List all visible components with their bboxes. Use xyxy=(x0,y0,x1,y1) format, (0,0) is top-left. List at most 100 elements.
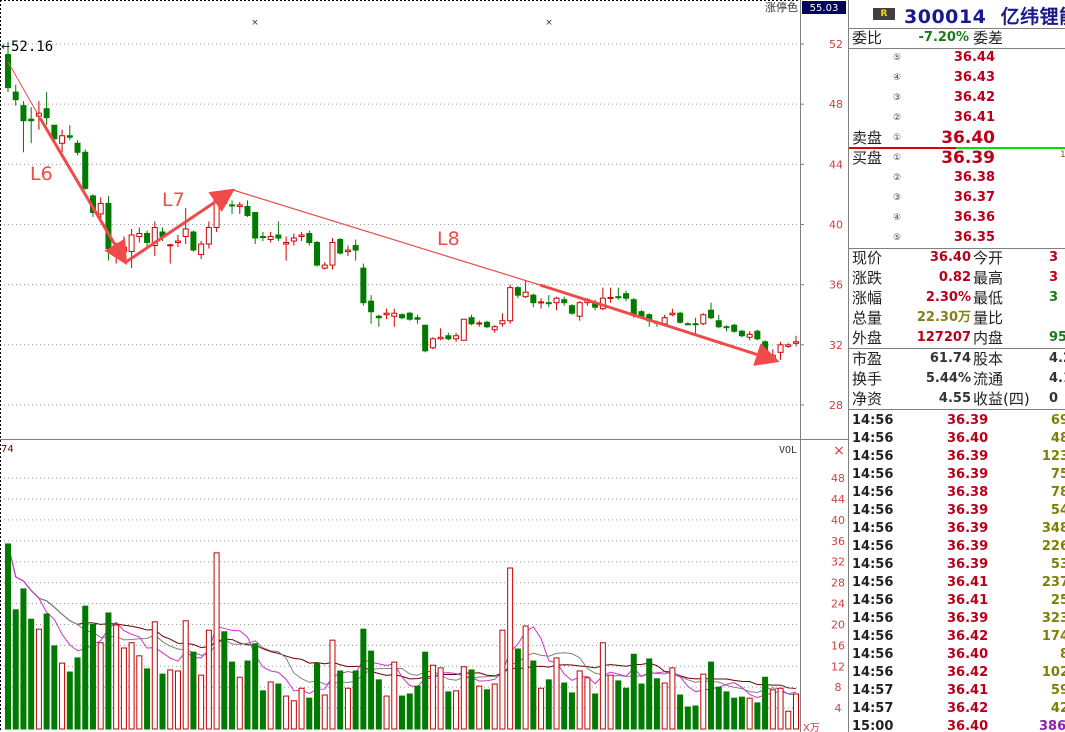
buy-level-row[interactable]: ⑤ 36.35 xyxy=(849,228,1065,248)
volume-bar xyxy=(522,625,529,730)
trade-volume: 53 xyxy=(1050,557,1065,572)
candle xyxy=(715,314,722,329)
trendline-l6-thin[interactable] xyxy=(7,61,41,119)
candle xyxy=(298,232,305,242)
margin-badge: R xyxy=(873,8,895,20)
volume-bar xyxy=(684,706,691,730)
level-icon: ③ xyxy=(893,193,902,203)
trendline-l8-thin[interactable] xyxy=(232,189,541,286)
candle-body xyxy=(445,335,452,340)
sell-level-row[interactable]: ⑤ 36.44 xyxy=(849,48,1065,68)
volume-bar xyxy=(236,676,243,730)
quote-value-2: 3 xyxy=(1049,290,1059,305)
volume-bar xyxy=(437,667,444,730)
volume-bar xyxy=(360,628,367,730)
trade-price: 36.39 xyxy=(947,467,989,482)
sell-level-row[interactable]: ④ 36.43 xyxy=(849,68,1065,88)
trade-volume: 348 xyxy=(1041,521,1065,536)
candle-body xyxy=(59,135,66,144)
trade-volume: 69 xyxy=(1050,413,1065,428)
trade-time: 14:56 xyxy=(852,521,894,536)
candle xyxy=(491,325,498,333)
volume-bar xyxy=(785,710,792,730)
level-icon: ① xyxy=(893,153,902,163)
volume-bar xyxy=(483,689,490,730)
quote-label: 现价 xyxy=(852,249,883,267)
sell-level-row[interactable]: ③ 36.42 xyxy=(849,88,1065,108)
volume-bar xyxy=(174,670,181,730)
candle-body xyxy=(522,291,529,298)
candle-body xyxy=(314,242,321,266)
candle xyxy=(553,296,560,311)
volume-bar xyxy=(406,693,413,730)
volume-bar xyxy=(723,691,730,730)
stock-title: 300014 亿纬锂能 xyxy=(904,2,1065,29)
candle xyxy=(144,230,151,248)
sell-level-row[interactable]: 卖盘 ① 36.40 xyxy=(849,128,1065,148)
candle xyxy=(259,232,266,242)
volume-bar xyxy=(468,669,475,730)
candle xyxy=(174,235,181,248)
trade-time: 14:56 xyxy=(852,413,894,428)
candle xyxy=(314,241,321,267)
trade-price: 36.38 xyxy=(947,485,989,500)
candle-body xyxy=(677,312,684,323)
trade-time: 14:56 xyxy=(852,449,894,464)
trendline-l7[interactable] xyxy=(125,188,235,264)
high-marker: 52.16 xyxy=(11,39,53,55)
candle-body xyxy=(182,228,189,238)
close-indicator-icon[interactable]: × xyxy=(833,443,845,459)
buy-level-row[interactable]: 买盘 ① 36.39 xyxy=(849,148,1065,168)
quote-row: 总量 22.30万 量比 xyxy=(849,308,1065,328)
buy-level-row[interactable]: ② 36.38 xyxy=(849,168,1065,188)
candle-body xyxy=(708,309,715,319)
volume-bar xyxy=(746,697,753,730)
trendline-l8[interactable] xyxy=(539,283,780,366)
quote-label-2: 最低 xyxy=(973,289,1004,307)
candle xyxy=(213,191,220,232)
trade-row: 14:56 36.39 69 xyxy=(849,412,1065,430)
trendline-l6[interactable] xyxy=(38,117,128,266)
candle xyxy=(460,318,467,341)
limit-up-value: 55.03 xyxy=(810,3,839,14)
candle-body xyxy=(453,335,460,340)
volume-bar xyxy=(692,705,699,730)
candle-body xyxy=(144,233,151,244)
volume-bar xyxy=(653,678,660,730)
candle-body xyxy=(82,151,89,189)
stock-header: R 300014 亿纬锂能 xyxy=(849,0,1065,28)
quote-label: 市盈 xyxy=(852,350,883,368)
candle xyxy=(190,230,197,252)
candle xyxy=(406,311,413,321)
quote-label-2: 最高 xyxy=(973,269,1004,287)
volume-label: VOL xyxy=(779,445,797,456)
candle-body xyxy=(553,297,560,304)
trade-volume: 174 xyxy=(1041,629,1065,644)
volume-bar xyxy=(213,552,220,730)
candle-body xyxy=(344,249,351,253)
candle-body xyxy=(460,318,467,341)
candle xyxy=(128,228,135,269)
candle-body xyxy=(476,322,483,325)
candle-body xyxy=(28,118,35,122)
candle xyxy=(59,129,66,153)
buy-level-row[interactable]: ③ 36.37 xyxy=(849,188,1065,208)
sell-price: 36.44 xyxy=(953,50,995,65)
candle xyxy=(290,233,297,246)
sell-level-row[interactable]: ② 36.41 xyxy=(849,108,1065,128)
candle-body xyxy=(51,124,58,140)
volume-bar xyxy=(429,664,436,730)
volume-bar xyxy=(561,682,568,730)
buy-level-row[interactable]: ④ 36.36 xyxy=(849,208,1065,228)
volume-tick-label: 4 xyxy=(835,702,842,715)
candle xyxy=(684,322,691,326)
volume-bar xyxy=(715,686,722,730)
volume-ma10 xyxy=(7,543,797,696)
trade-row: 14:56 36.39 323 xyxy=(849,610,1065,628)
volume-bar xyxy=(198,674,205,730)
candle-body xyxy=(684,323,691,326)
buy-price: 36.35 xyxy=(953,230,995,245)
candle xyxy=(368,295,375,324)
candle-body xyxy=(576,302,583,317)
